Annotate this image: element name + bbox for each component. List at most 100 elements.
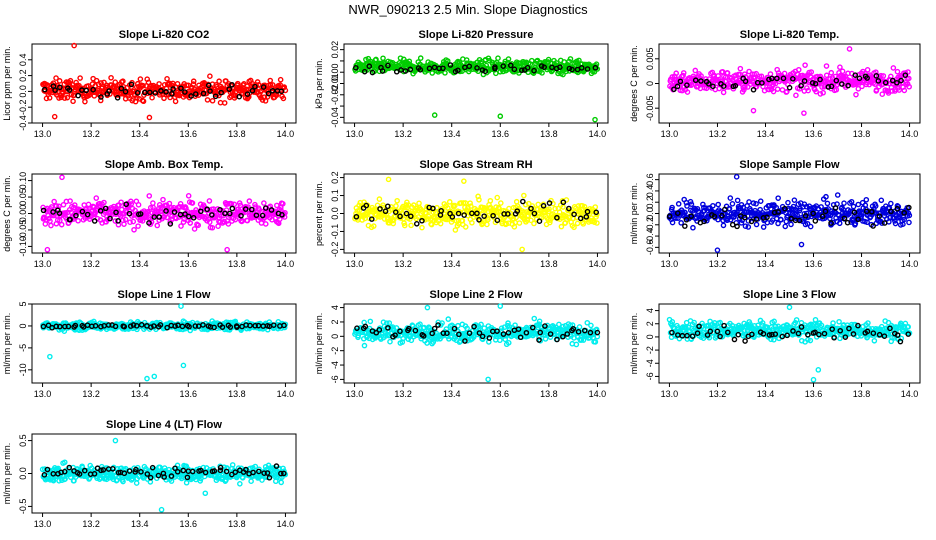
data-point <box>880 73 887 79</box>
data-point <box>850 203 857 210</box>
data-point <box>112 323 119 330</box>
data-point <box>147 474 154 481</box>
data-point <box>223 78 229 84</box>
outlier-point <box>178 303 184 309</box>
y-axis-label: ml/min per min. <box>2 313 12 375</box>
data-point <box>272 478 279 485</box>
data-point <box>61 95 68 101</box>
data-point <box>388 206 395 213</box>
data-point <box>540 203 547 209</box>
data-point <box>793 92 799 99</box>
series-all <box>352 303 601 383</box>
data-point <box>828 220 834 226</box>
data-point <box>721 322 727 329</box>
data-point <box>121 470 128 477</box>
data-point <box>168 473 175 479</box>
x-tick-label: 13.2 <box>394 389 412 399</box>
data-point <box>363 202 370 209</box>
data-point <box>40 323 47 330</box>
data-point <box>724 70 731 76</box>
panel-title: Slope Line 3 Flow <box>743 289 836 301</box>
data-point <box>566 65 573 72</box>
data-point <box>192 91 199 97</box>
data-point <box>588 322 594 329</box>
y-tick-label: 0.10 <box>18 172 28 190</box>
data-point <box>531 220 537 227</box>
y-tick-label: -2 <box>645 346 655 354</box>
outlier-point <box>112 437 119 444</box>
data-point <box>719 69 726 75</box>
panel-3: Slope Li-820 Temp.13.0 13.2 13.4 13.6 13.8 14… <box>629 29 921 139</box>
outlier-point <box>714 247 721 253</box>
data-point <box>536 218 543 225</box>
data-point <box>387 338 393 345</box>
data-point <box>268 207 275 213</box>
data-point <box>906 212 913 219</box>
data-point <box>216 78 222 85</box>
data-point <box>828 83 835 90</box>
data-point <box>705 81 712 87</box>
data-point <box>164 214 170 221</box>
data-point <box>720 222 727 229</box>
data-point <box>788 215 795 222</box>
data-point <box>172 323 178 329</box>
outlier-point <box>144 375 150 382</box>
data-point <box>242 206 249 212</box>
data-point <box>894 205 901 212</box>
data-point <box>229 462 236 468</box>
data-point <box>403 210 410 217</box>
data-point <box>57 323 63 330</box>
data-point <box>147 89 153 96</box>
data-point <box>421 324 427 331</box>
data-point <box>185 213 192 220</box>
data-point <box>420 333 427 339</box>
data-point <box>520 198 526 205</box>
data-point <box>906 83 912 90</box>
data-point <box>408 222 414 229</box>
data-point <box>57 84 63 91</box>
data-point <box>870 223 876 229</box>
data-point <box>211 468 218 474</box>
outlier-point <box>497 113 504 120</box>
data-point <box>75 217 81 224</box>
y-tick-label: -2 <box>330 347 340 355</box>
data-point <box>856 75 863 82</box>
data-point <box>587 329 594 336</box>
series-reference <box>354 322 601 344</box>
data-point <box>373 56 379 63</box>
data-point <box>850 331 857 337</box>
data-point <box>684 89 691 95</box>
data-point <box>419 224 425 231</box>
data-point <box>120 78 126 84</box>
figure-title: NWR_090213 2.5 Min. Slope Diagnostics <box>348 2 588 17</box>
data-point <box>704 332 711 338</box>
outlier-point <box>180 362 187 369</box>
data-point <box>892 218 898 224</box>
data-point <box>264 470 271 476</box>
data-point <box>592 204 599 210</box>
x-tick-label: 13.6 <box>492 389 510 399</box>
data-point <box>189 468 196 475</box>
data-point <box>505 56 512 62</box>
data-point <box>782 205 788 212</box>
data-point <box>666 213 673 220</box>
y-tick-label: 0.005 <box>645 48 655 71</box>
data-point <box>724 329 731 336</box>
y-axis-label: ml/min per min. <box>629 313 639 375</box>
data-point <box>873 87 880 93</box>
data-point <box>239 474 246 481</box>
data-point <box>115 218 121 224</box>
data-point <box>190 215 197 221</box>
data-point <box>841 215 848 222</box>
data-point <box>855 201 862 208</box>
data-point <box>812 218 819 224</box>
data-point <box>560 333 566 340</box>
data-point <box>476 196 482 203</box>
data-point <box>481 213 487 219</box>
data-point <box>750 200 757 206</box>
y-tick-label: -0.005 <box>645 95 655 121</box>
data-point <box>879 220 885 226</box>
x-tick-label: 13.8 <box>228 389 246 399</box>
data-point <box>487 197 494 204</box>
data-point <box>863 196 870 203</box>
